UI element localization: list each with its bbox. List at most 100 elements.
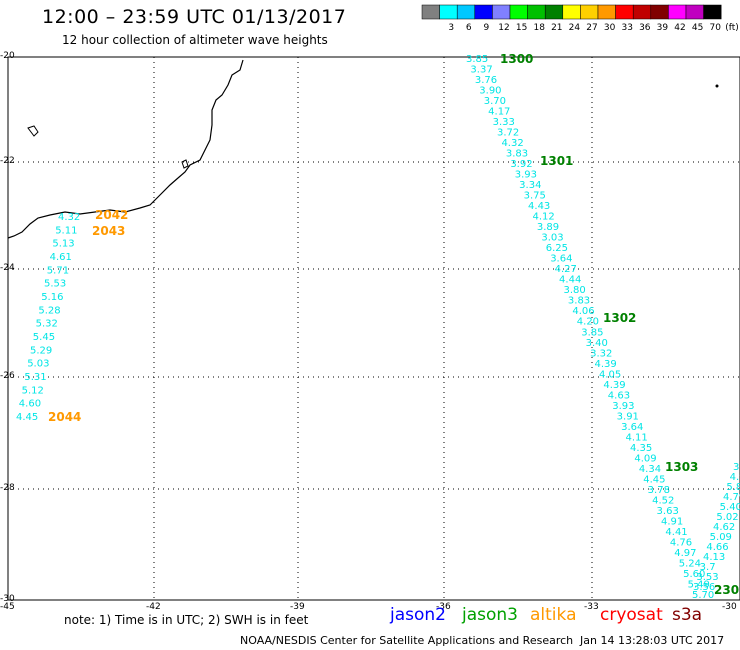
legend-swatch	[615, 4, 634, 20]
swh-value: 4.45	[643, 474, 665, 485]
legend-label: 33	[621, 23, 632, 33]
legend-swatch	[474, 4, 493, 20]
legend-label: 6	[466, 23, 472, 33]
swh-value: 5.45	[33, 332, 55, 343]
swh-value: 3.9	[733, 462, 740, 473]
island	[27, 125, 39, 137]
swh-value: 4.52	[652, 495, 674, 506]
swh-value: 3.76	[475, 75, 497, 86]
swh-value: 4.41	[665, 527, 687, 538]
legend-label: 36	[639, 23, 651, 33]
time-label: 2044	[48, 410, 81, 424]
swh-value: 4.32	[501, 138, 523, 149]
legend-unit: (ft)	[725, 23, 739, 33]
legend-label: 9	[484, 23, 490, 33]
legend-swatch	[527, 4, 546, 20]
swh-value: 4.76	[670, 537, 692, 548]
lon-tick-label: -39	[290, 602, 305, 612]
time-label: 1300	[500, 52, 533, 66]
swh-value: 3.83	[568, 296, 590, 307]
swh-value: 5.29	[30, 345, 52, 356]
swh-value: 5.70	[692, 590, 714, 601]
swh-value: 4.32	[58, 212, 80, 223]
swh-value: 5.40	[720, 502, 740, 513]
swh-value: 4.97	[674, 548, 696, 559]
lat-tick-label: -26	[0, 371, 15, 381]
legend-swatch	[492, 4, 511, 20]
island-dot	[715, 84, 719, 88]
swh-value: 3.83	[506, 149, 528, 160]
swh-value: 5.60	[683, 569, 705, 580]
swh-value: 4.34	[639, 464, 661, 475]
page-title: 12:00 – 23:59 UTC 01/13/2017	[42, 6, 347, 28]
swh-value: 5.12	[22, 385, 44, 396]
legend-swatch	[650, 4, 669, 20]
legend-swatch	[421, 4, 440, 20]
swh-value: 3.80	[563, 285, 585, 296]
swh-value: 6.25	[546, 243, 568, 254]
legend-label: 21	[551, 23, 562, 33]
swh-value: 3.7	[700, 562, 716, 573]
swh-value: 4.27	[555, 264, 577, 275]
swh-value: 5.02	[716, 512, 738, 523]
swh-value: 5.71	[47, 265, 69, 276]
swh-value: 3.64	[550, 254, 572, 265]
swh-value: 3.37	[470, 65, 492, 76]
swh-value: 5.24	[679, 558, 701, 569]
swh-value: 3.64	[621, 422, 643, 433]
legend-label: 45	[692, 23, 703, 33]
swh-value: 4.35	[630, 443, 652, 454]
time-label: 1302	[603, 311, 636, 325]
legend-swatch	[509, 4, 528, 20]
swh-value: 4.11	[626, 432, 648, 443]
legend-label: 42	[674, 23, 685, 33]
lat-tick-label: -20	[0, 51, 15, 61]
legend-swatch	[685, 4, 704, 20]
lat-tick-label: -22	[0, 156, 15, 166]
swh-value: 3.72	[497, 128, 519, 139]
legend-swatch	[668, 4, 687, 20]
swh-value: 3.92	[510, 159, 532, 170]
swh-value: 4.05	[599, 369, 621, 380]
lon-tick-label: -45	[0, 602, 15, 612]
swh-value: 3.32	[590, 348, 612, 359]
lon-tick-label: -33	[584, 602, 599, 612]
legend-swatch	[580, 4, 599, 20]
swh-value: 4.43	[528, 201, 550, 212]
timestamp: Jan 14 13:28:03 UTC 2017	[580, 634, 725, 647]
color-legend: 3 6 9 12 15 18 21 24 27 30 33 36 39 42 45 70 (ft)	[421, 4, 739, 33]
time-label: 230	[714, 583, 739, 597]
credit-line: NOAA/NESDIS Center for Satellite Applica…	[240, 634, 574, 647]
swh-value: 4.09	[634, 453, 656, 464]
swh-value: 4.44	[559, 275, 581, 286]
swh-value: 4.91	[661, 516, 683, 527]
swh-value: 3.34	[519, 180, 541, 191]
swh-value: 3.78	[648, 485, 670, 496]
swh-value: 4.61	[50, 252, 72, 263]
swh-value: 4.63	[608, 390, 630, 401]
lat-tick-label: -24	[0, 263, 15, 273]
time-label: 2043	[92, 224, 125, 238]
swh-value: 4.9	[730, 472, 740, 483]
swh-value: 4.66	[706, 542, 728, 553]
swh-value: 3.91	[617, 411, 639, 422]
legend-swatch	[544, 4, 564, 20]
swh-value: 5.03	[27, 359, 49, 370]
swh-value: 3.33	[493, 117, 515, 128]
swh-value: 3.56	[693, 582, 715, 593]
swh-value: 3.40	[586, 338, 608, 349]
island	[181, 159, 189, 169]
legend-swatch	[439, 4, 458, 20]
footer-note: note: 1) Time is in UTC; 2) SWH is in fe…	[64, 613, 309, 627]
legend-label: 24	[569, 23, 581, 33]
legend-label: 18	[533, 23, 545, 33]
swh-value: 3.93	[515, 170, 537, 181]
lat-tick-label: -30	[0, 594, 15, 604]
page-subtitle: 12 hour collection of altimeter wave hei…	[62, 33, 328, 47]
legend-swatch	[632, 4, 652, 20]
swh-value: 3.85	[581, 327, 603, 338]
plot-frame	[7, 56, 740, 601]
track-labels: 4.32 5.11 5.13 4.61 5.71 5.53 5.16 5.28 5.32 5.45…	[16, 52, 740, 601]
swh-value: 4.60	[19, 399, 41, 410]
swh-value: 4.13	[703, 552, 725, 563]
